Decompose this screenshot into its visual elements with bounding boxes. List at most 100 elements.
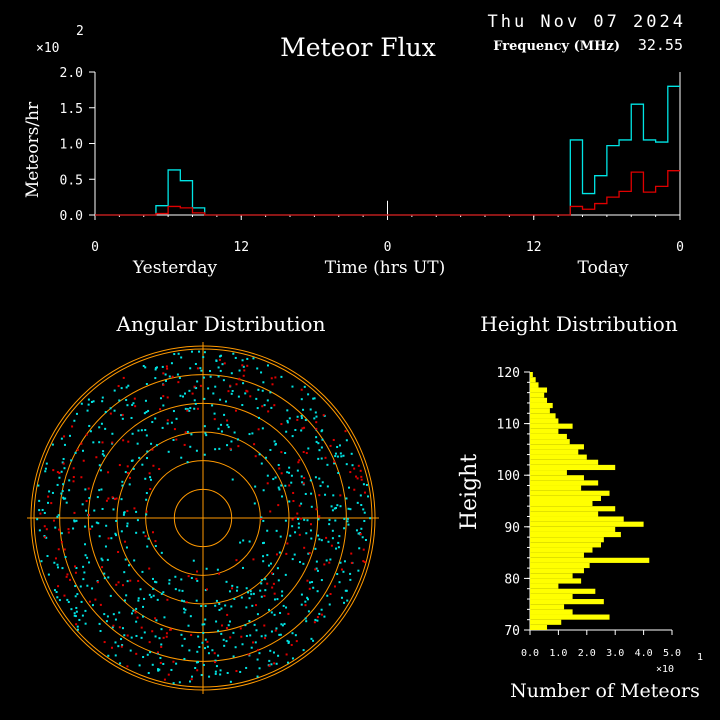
- angular-point-cyan: [302, 408, 305, 411]
- angular-point-cyan: [342, 570, 345, 573]
- height-x-tick-label: 4.0: [635, 648, 653, 659]
- angular-point-cyan: [51, 443, 54, 446]
- height-bar: [530, 614, 610, 620]
- angular-point-cyan: [337, 541, 340, 544]
- angular-point-red: [89, 527, 92, 530]
- angular-point-cyan: [220, 423, 223, 426]
- angular-point-red: [175, 438, 178, 441]
- angular-point-cyan: [207, 652, 210, 655]
- angular-point-cyan: [320, 457, 323, 460]
- angular-point-cyan: [125, 386, 128, 389]
- angular-point-cyan: [284, 519, 287, 522]
- angular-point-cyan: [130, 416, 133, 419]
- angular-point-red: [133, 397, 136, 400]
- angular-point-red: [298, 459, 301, 462]
- angular-point-red: [213, 418, 216, 421]
- angular-point-cyan: [337, 546, 340, 549]
- angular-point-cyan: [43, 511, 46, 514]
- angular-point-cyan: [339, 561, 342, 564]
- angular-point-cyan: [157, 668, 160, 671]
- angular-point-cyan: [124, 558, 127, 561]
- angular-point-red: [190, 634, 193, 637]
- angular-point-cyan: [348, 486, 351, 489]
- angular-point-cyan: [214, 672, 217, 675]
- angular-point-red: [57, 585, 60, 588]
- angular-point-cyan: [122, 513, 125, 516]
- angular-point-red: [112, 624, 115, 627]
- angular-point-cyan: [147, 671, 150, 674]
- angular-point-cyan: [288, 466, 291, 469]
- height-bar: [530, 604, 565, 610]
- angular-point-cyan: [245, 666, 248, 669]
- angular-point-cyan: [53, 589, 56, 592]
- angular-point-cyan: [256, 658, 259, 661]
- angular-point-cyan: [266, 364, 269, 367]
- angular-point-cyan: [226, 423, 229, 426]
- angular-point-cyan: [217, 375, 220, 378]
- angular-point-cyan: [242, 365, 245, 368]
- angular-point-cyan: [87, 403, 90, 406]
- angular-point-cyan: [60, 470, 63, 473]
- angular-point-red: [303, 426, 306, 429]
- angular-point-cyan: [189, 367, 192, 370]
- angular-point-cyan: [297, 526, 300, 529]
- angular-point-red: [240, 635, 243, 638]
- angular-point-red: [274, 376, 277, 379]
- angular-point-cyan: [101, 507, 104, 510]
- height-x-tick-label: 0.0: [521, 648, 539, 659]
- angular-point-red: [268, 664, 271, 667]
- height-bar: [530, 464, 616, 471]
- angular-point-cyan: [230, 440, 233, 443]
- angular-point-cyan: [45, 462, 48, 465]
- angular-point-cyan: [256, 367, 259, 370]
- angular-point-red: [82, 459, 85, 462]
- angular-point-cyan: [209, 375, 212, 378]
- angular-point-cyan: [293, 553, 296, 556]
- angular-point-cyan: [318, 477, 321, 480]
- angular-point-cyan: [202, 376, 205, 379]
- angular-point-cyan: [226, 671, 229, 674]
- angular-point-red: [263, 637, 266, 640]
- angular-point-red: [229, 636, 232, 639]
- height-x-tick-label: 3.0: [606, 648, 624, 659]
- angular-point-cyan: [236, 586, 239, 589]
- angular-point-cyan: [194, 402, 197, 405]
- angular-point-red: [301, 427, 304, 430]
- angular-point-cyan: [282, 604, 285, 607]
- angular-point-red: [126, 634, 129, 637]
- angular-point-cyan: [150, 596, 153, 599]
- angular-point-red: [127, 440, 130, 443]
- angular-point-cyan: [286, 661, 289, 664]
- angular-point-cyan: [277, 486, 280, 489]
- angular-point-cyan: [76, 625, 79, 628]
- angular-point-red: [292, 499, 295, 502]
- angular-point-cyan: [347, 523, 350, 526]
- angular-point-cyan: [276, 567, 279, 570]
- angular-point-red: [292, 491, 295, 494]
- angular-point-cyan: [262, 381, 265, 384]
- angular-point-red: [56, 471, 59, 474]
- angular-point-cyan: [120, 414, 123, 417]
- angular-point-red: [295, 640, 298, 643]
- angular-point-cyan: [281, 495, 284, 498]
- angular-point-red: [50, 502, 53, 505]
- flux-y-tick-label: 1.5: [60, 102, 83, 117]
- angular-point-red: [332, 438, 335, 441]
- angular-point-cyan: [174, 588, 177, 591]
- angular-point-red: [95, 456, 98, 459]
- angular-point-cyan: [106, 558, 109, 561]
- angular-point-cyan: [338, 444, 341, 447]
- height-bar: [530, 470, 567, 476]
- angular-point-red: [162, 395, 165, 398]
- angular-point-red: [257, 428, 260, 431]
- angular-point-cyan: [349, 572, 352, 575]
- angular-point-cyan: [291, 632, 294, 635]
- angular-point-cyan: [214, 670, 217, 673]
- angular-point-cyan: [346, 599, 349, 602]
- angular-point-red: [162, 372, 165, 375]
- angular-point-cyan: [277, 654, 280, 657]
- angular-point-cyan: [273, 440, 276, 443]
- angular-point-cyan: [98, 464, 101, 467]
- angular-point-cyan: [126, 580, 129, 583]
- angular-point-red: [163, 678, 166, 681]
